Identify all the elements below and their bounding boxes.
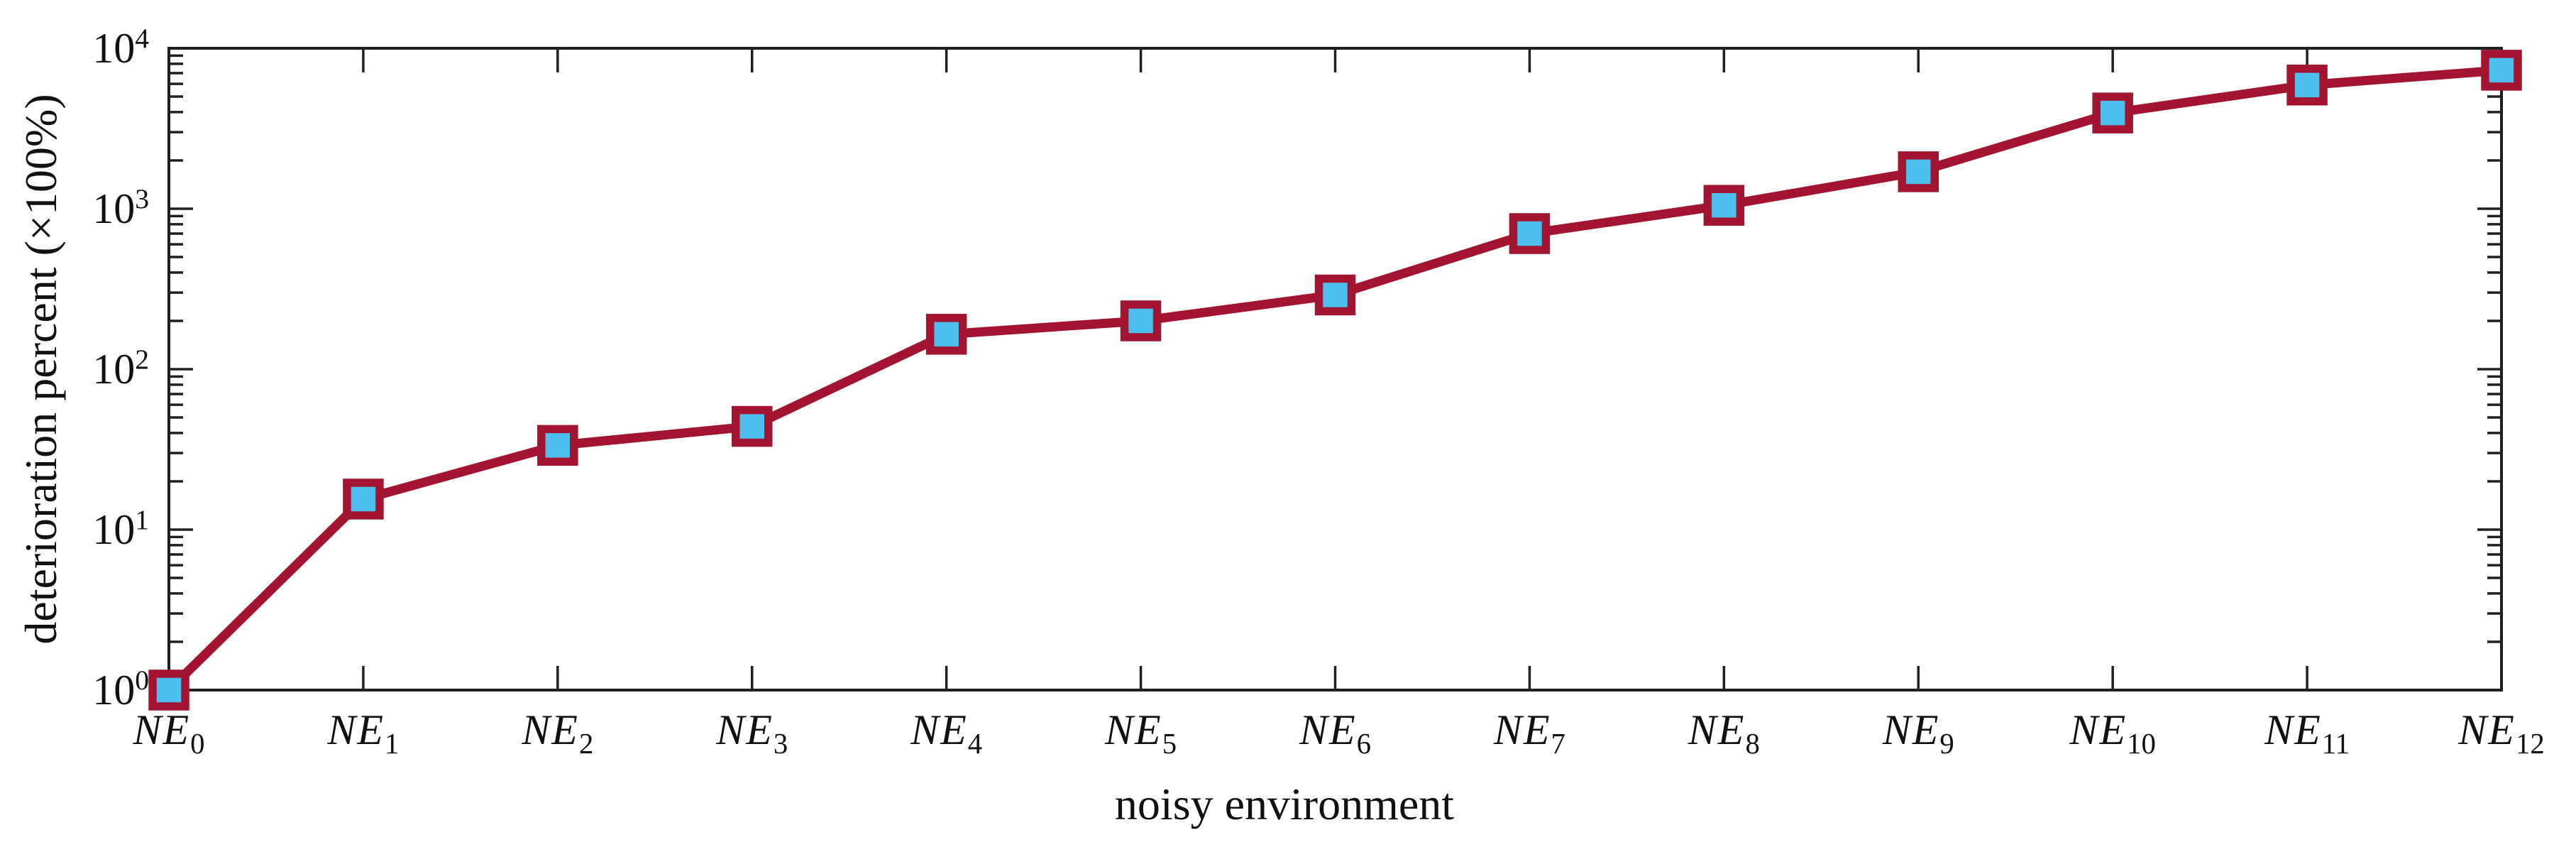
x-axis-label: noisy environment [1114, 779, 1455, 829]
x-tick-label: NE4 [910, 706, 983, 760]
x-tick-label: NE10 [2069, 706, 2156, 760]
data-point-marker [2092, 92, 2133, 133]
data-point-marker [2286, 65, 2328, 106]
data-point-marker [148, 669, 189, 711]
x-tick-label: NE9 [1882, 706, 1954, 760]
data-point-marker [1120, 300, 1162, 341]
x-tick-label: NE8 [1688, 706, 1760, 760]
y-axis-label: deterioration percent (×100%) [16, 94, 66, 645]
x-tick-label: NE5 [1105, 706, 1177, 760]
data-point-marker [925, 314, 967, 355]
data-line [165, 65, 2502, 694]
y-tick-label: 101 [92, 504, 149, 553]
x-tick-label: NE1 [327, 706, 400, 760]
y-tick-label: 103 [92, 183, 149, 232]
data-point-marker [537, 425, 578, 466]
x-tick-label: NE11 [2264, 706, 2350, 760]
data-point-marker [1509, 213, 1551, 254]
y-tick-label: 100 [92, 665, 149, 713]
plot-border [167, 47, 2503, 691]
y-tick-label: 102 [92, 344, 149, 393]
x-tick-label: NE0 [133, 706, 205, 760]
x-tick-label: NE3 [716, 706, 788, 760]
x-tick-label: NE2 [522, 706, 594, 760]
data-point-marker [2481, 50, 2522, 91]
data-point-marker [343, 479, 384, 520]
data-point-marker [1703, 185, 1745, 226]
data-point-marker [1898, 151, 1939, 192]
x-tick-label: NE12 [2458, 706, 2545, 760]
data-point-marker [1314, 274, 1356, 316]
data-point-marker [732, 405, 773, 447]
y-tick-label: 104 [92, 23, 149, 72]
x-tick-label: NE7 [1493, 706, 1565, 760]
x-tick-label: NE6 [1299, 706, 1372, 760]
